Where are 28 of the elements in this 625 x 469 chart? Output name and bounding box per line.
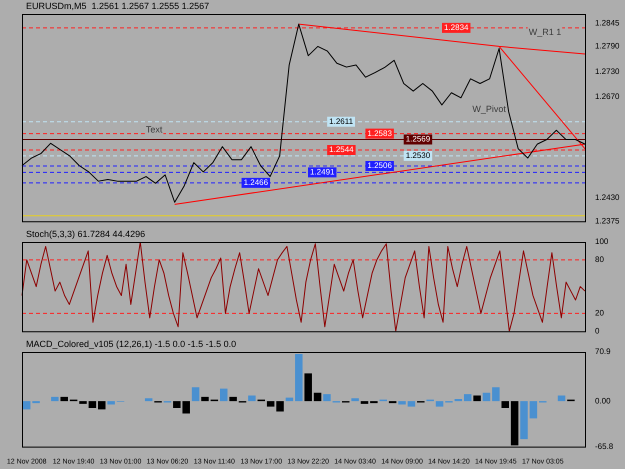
annotation: W_Pivot xyxy=(472,104,506,114)
ref-line-label: 1.2466 xyxy=(244,178,269,188)
y-tick-label: 0 xyxy=(595,326,600,336)
y-tick-label: 1.2790 xyxy=(595,42,620,51)
y-tick-label: 20 xyxy=(595,308,604,318)
chart-title: MACD_Colored_v105 (12,26,1) -1.5 0.0 -1.5 -1.5 0.0 xyxy=(26,338,236,349)
y-tick-label: 1.2430 xyxy=(595,193,620,202)
y-tick-label: 1.2730 xyxy=(595,66,620,76)
y-tick-label: 70.9 xyxy=(595,347,612,356)
chart-title: EURUSDm,M5 1.2561 1.2567 1.2555 1.2567 xyxy=(26,0,210,11)
y-tick-label: 1.2375 xyxy=(595,216,620,226)
ref-line-label: 1.2506 xyxy=(367,161,392,170)
ref-line-label: 1.2611 xyxy=(329,117,354,126)
ref-line-label: 1.2544 xyxy=(329,145,354,154)
ref-line-label: 1.2834 xyxy=(444,23,470,32)
y-tick-label: 100 xyxy=(595,237,609,246)
annotation: W_R1 1 xyxy=(528,27,562,38)
y-tick-label: -65.8 xyxy=(595,442,614,451)
y-tick-label: 0.00 xyxy=(595,396,612,406)
y-tick-label: 1.2670 xyxy=(595,92,620,102)
chart-title: Stoch(5,3,3) 61.7284 44.4296 xyxy=(26,228,146,239)
y-tick-label: 80 xyxy=(595,255,604,264)
ref-line-label: 1.2491 xyxy=(310,168,336,177)
ref-line-label: 1.2530 xyxy=(406,151,431,160)
ref-line-label: 1.2583 xyxy=(367,128,392,138)
annotation: Text xyxy=(146,124,163,135)
y-tick-label: 1.2845 xyxy=(595,18,620,28)
ref-line-label: 1.2569 xyxy=(406,134,431,144)
